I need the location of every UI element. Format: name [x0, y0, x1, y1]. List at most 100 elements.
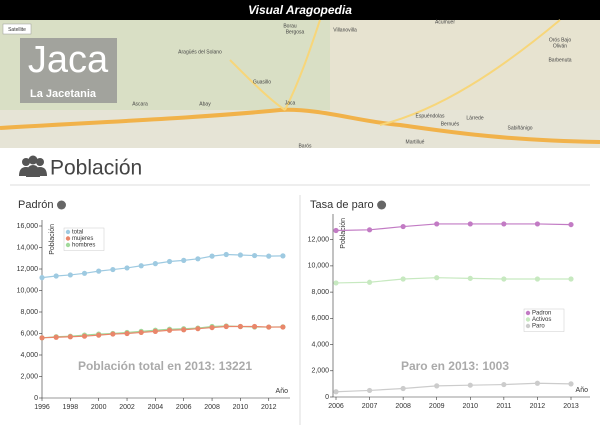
x-tick-label: 2002	[119, 404, 135, 411]
data-point	[467, 275, 473, 281]
header-title: Visual Aragopedia	[248, 3, 352, 17]
data-point	[534, 276, 541, 282]
map-label: Espuéndolas	[416, 113, 445, 119]
data-point	[209, 324, 215, 331]
x-tick-label: 2008	[204, 404, 220, 411]
data-point	[333, 227, 339, 234]
data-point	[266, 253, 272, 259]
series-line	[335, 277, 571, 284]
x-tick-label: 2012	[261, 404, 277, 411]
section-icon	[19, 155, 47, 177]
map-label: Oliván	[553, 43, 567, 49]
data-point	[181, 327, 187, 333]
data-point	[280, 324, 286, 330]
legend-label: hombres	[72, 243, 95, 249]
map-label: Sabiñánigo	[507, 125, 532, 131]
y-tick-label: 8,000	[20, 309, 38, 316]
legend-label: Padron	[532, 311, 551, 317]
map-label: Guasillo	[253, 79, 271, 85]
map: Satellite Jaca La Jacetania Aragüés del …	[0, 19, 600, 149]
data-point	[181, 257, 187, 263]
data-point	[333, 280, 339, 286]
chart-title: Tasa de paro	[310, 199, 374, 211]
section-title: Población	[50, 157, 142, 180]
data-point	[568, 276, 574, 282]
legend-label: mujeres	[72, 236, 93, 242]
data-point	[110, 266, 116, 273]
data-point	[166, 327, 173, 333]
x-axis-label: Año	[576, 387, 589, 394]
data-point	[67, 272, 73, 278]
x-tick-label: 2004	[148, 404, 164, 411]
x-tick-label: 2000	[91, 404, 107, 411]
satellite-label[interactable]: Satellite	[8, 27, 26, 33]
data-point	[67, 334, 73, 340]
legend-box	[523, 308, 565, 332]
place-name: Jaca	[28, 39, 109, 81]
x-tick-label: 2013	[563, 403, 579, 410]
y-axis-label: Población	[49, 224, 56, 255]
map-label: Barbenuta	[548, 57, 571, 63]
y-tick-label: 12,000	[17, 266, 39, 273]
y-tick-label: 8,000	[311, 289, 329, 296]
data-point	[333, 389, 339, 395]
data-point	[237, 252, 243, 258]
data-point	[501, 221, 507, 227]
map-label: Aragüés del Solano	[178, 49, 222, 55]
series-line	[41, 325, 283, 339]
map-label: Bernués	[441, 121, 460, 127]
data-point	[39, 275, 45, 281]
data-point	[400, 385, 406, 392]
map-label: Lárrede	[466, 115, 483, 121]
y-tick-label: 14,000	[17, 244, 39, 251]
x-tick-label: 2012	[530, 403, 546, 410]
satellite-button[interactable]	[2, 23, 32, 35]
chart-title: Padrón	[18, 199, 53, 211]
data-point	[152, 328, 158, 334]
legend-swatch	[525, 317, 531, 322]
map-label: Ascara	[132, 101, 148, 107]
legend-label: Paro	[532, 324, 545, 330]
data-point	[53, 273, 59, 279]
x-tick-label: 2009	[429, 403, 445, 410]
x-tick-label: 2010	[233, 404, 249, 411]
y-tick-label: 4,000	[20, 352, 38, 359]
map-label: Bergosa	[286, 29, 305, 35]
x-tick-label: 2008	[395, 403, 411, 410]
data-point	[124, 330, 130, 337]
legend-swatch	[525, 323, 531, 329]
data-point	[39, 335, 45, 341]
map-label: Orós Bajo	[549, 37, 571, 43]
legend-label: Activos	[532, 317, 551, 323]
x-tick-label: 2010	[462, 403, 478, 410]
info-icon	[56, 200, 66, 210]
y-tick-label: 16,000	[17, 223, 39, 230]
data-point	[434, 383, 440, 389]
data-point	[501, 381, 507, 388]
data-point	[223, 323, 229, 330]
data-point	[152, 261, 158, 267]
series-line	[335, 382, 572, 393]
data-point	[209, 253, 215, 259]
data-point	[467, 382, 473, 388]
map-label: Jaca	[285, 100, 296, 106]
data-point	[237, 323, 243, 330]
annotation: Población total en 2013: 13221	[78, 359, 252, 373]
region-name: La Jacetania	[30, 88, 97, 100]
x-tick-label: 2007	[362, 403, 378, 410]
series-line	[41, 253, 283, 279]
road	[229, 19, 561, 126]
data-point	[434, 221, 440, 227]
map-label: Barós	[298, 143, 312, 149]
road	[0, 107, 600, 144]
y-tick-label: 2,000	[311, 368, 329, 375]
map-label: Acumuer	[435, 19, 455, 25]
data-point	[124, 265, 130, 271]
data-point	[138, 263, 144, 269]
x-tick-label: 2006	[176, 404, 192, 411]
data-point	[400, 223, 406, 230]
data-point	[280, 253, 286, 259]
data-point	[195, 256, 201, 262]
data-point	[400, 276, 406, 282]
